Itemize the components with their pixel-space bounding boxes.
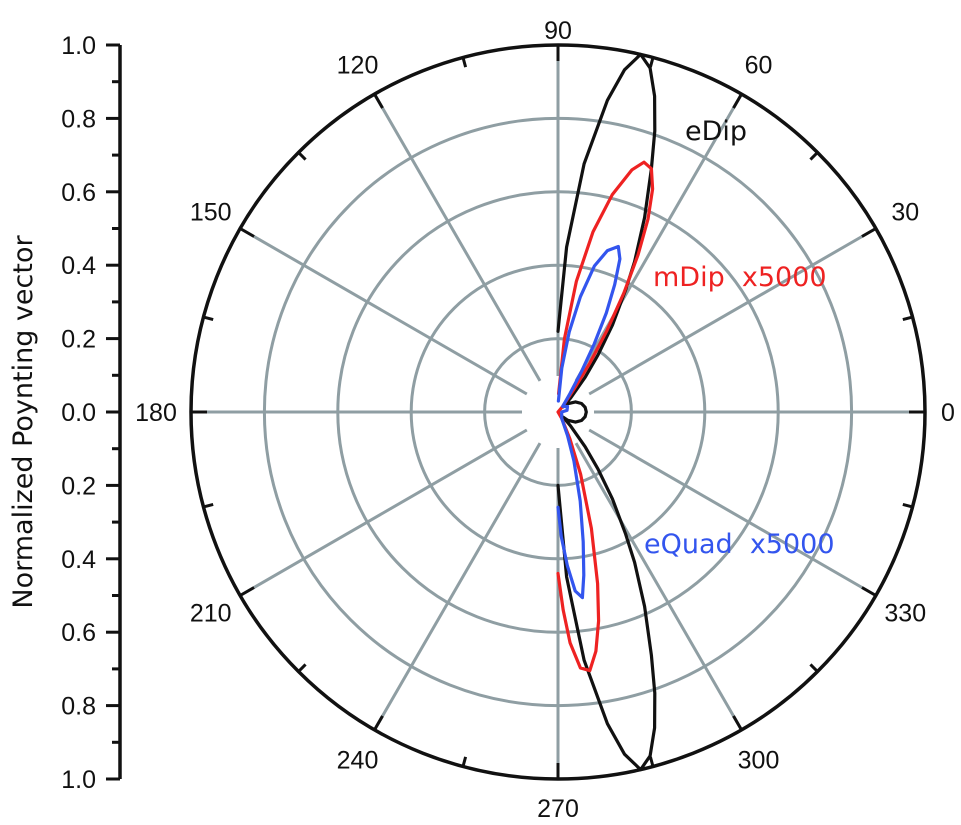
series-mdip-curve: [556, 160, 655, 673]
angle-label-90: 90: [544, 17, 572, 45]
angle-label-300: 300: [738, 746, 780, 774]
radial-tick-label: 0.4: [61, 546, 96, 574]
series-layer: [556, 52, 657, 772]
angle-label-0: 0: [941, 399, 955, 427]
angle-label-180: 180: [135, 399, 177, 427]
radial-tick-label: 0.4: [61, 252, 96, 280]
radial-tick-label: 0.6: [61, 179, 96, 207]
major-angle-tick: [732, 715, 743, 731]
minor-angle-tick: [809, 151, 819, 161]
radial-tick-label: 1.0: [61, 766, 96, 794]
radial-tick-label: 0.2: [61, 326, 96, 354]
series-edip-curve: [556, 52, 657, 772]
minor-angle-tick: [203, 315, 214, 322]
angle-label-30: 30: [891, 199, 919, 227]
minor-angle-tick: [902, 315, 913, 322]
polar-frame: [189, 43, 927, 781]
equad-label: eQuad x5000: [644, 529, 835, 560]
major-angle-tick: [239, 586, 255, 597]
radial-tick-label: 0.8: [61, 693, 96, 721]
angle-label-150: 150: [190, 199, 232, 227]
major-angle-tick: [373, 715, 384, 731]
minor-angle-tick: [648, 57, 655, 68]
grid-spoke: [239, 428, 528, 597]
mdip-label: mDip x5000: [653, 262, 827, 293]
edip-label: eDip: [685, 116, 747, 147]
angle-label-210: 210: [190, 600, 232, 628]
radial-tick-label: 0.8: [61, 105, 96, 133]
angular-tick-labels: 0 30 60 90 120 150 180 210 240 270 300 330: [135, 17, 955, 823]
angle-label-120: 120: [337, 52, 379, 80]
angle-label-240: 240: [337, 746, 379, 774]
grid-spoke: [373, 442, 542, 731]
angle-label-270: 270: [537, 795, 579, 823]
minor-angle-tick: [648, 756, 655, 767]
minor-angle-tick: [461, 57, 468, 68]
minor-angle-tick: [297, 663, 307, 673]
radial-tick-label: 1.0: [61, 32, 96, 60]
radial-tick-label: 0.2: [61, 472, 96, 500]
major-angle-tick: [861, 586, 877, 597]
grid-spoke: [373, 93, 542, 382]
minor-angle-tick: [902, 502, 913, 509]
angle-label-60: 60: [745, 52, 773, 80]
grid-spoke: [588, 227, 877, 396]
angle-label-330: 330: [884, 600, 926, 628]
grid-spoke: [574, 442, 743, 731]
major-angle-tick: [732, 93, 743, 109]
major-angle-tick: [861, 227, 877, 238]
y-axis-label: Normalized Poynting vector: [8, 235, 39, 609]
series-equad-curve: [556, 244, 622, 600]
minor-angle-tick: [203, 502, 214, 509]
radial-tick-label: 0.6: [61, 619, 96, 647]
radial-side-axis: 1.0 0.8 0.6 0.4 0.2 0.0 0.2 0.4 0.6 0.8 1.0: [61, 32, 122, 794]
radial-tick-label: 0.0: [61, 399, 96, 427]
major-angle-tick: [239, 227, 255, 238]
major-angle-tick: [373, 93, 384, 109]
minor-angle-tick: [297, 151, 307, 161]
minor-angle-tick: [461, 756, 468, 767]
grid-spoke: [239, 227, 528, 396]
minor-angle-tick: [809, 663, 819, 673]
grid-spoke: [588, 428, 877, 597]
grid-spoke: [574, 93, 743, 382]
